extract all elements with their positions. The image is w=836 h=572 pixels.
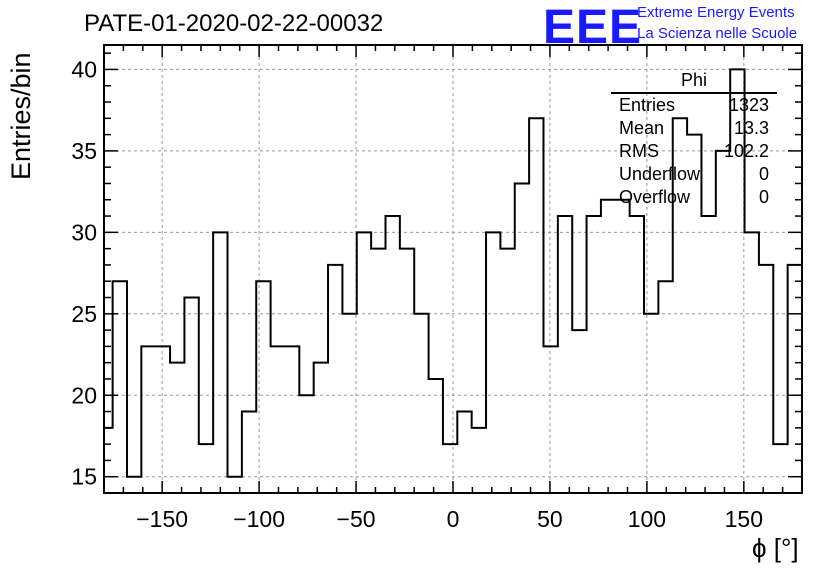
x-tick-label: 150 — [725, 506, 763, 532]
y-axis-label: Entries/bin — [6, 52, 36, 180]
x-tick-label: −100 — [233, 506, 285, 532]
brand-line-2: La Scienza nelle Scuole — [637, 25, 798, 42]
grid-lines — [104, 45, 802, 493]
stats-row: Underflow 0 — [611, 163, 777, 186]
stats-row-label: Mean — [619, 118, 665, 138]
stats-row-value: 13.3 — [733, 118, 769, 138]
x-tick-label: −150 — [136, 506, 188, 532]
histogram-outline — [104, 68, 802, 478]
stats-row-value: 0 — [758, 187, 769, 207]
y-tick-label: 20 — [71, 382, 97, 408]
y-tick-label: 40 — [71, 56, 97, 82]
stats-row-value: 0 — [758, 164, 769, 184]
stats-row: Mean 13.3 — [611, 117, 777, 140]
x-tick-label: −50 — [337, 506, 376, 532]
stats-row-value: 1323 — [728, 95, 769, 115]
stats-row-value: 102.2 — [723, 141, 769, 161]
stats-row-label: RMS — [619, 141, 659, 161]
stats-row-label: Underflow — [619, 164, 701, 184]
x-tick-label: 0 — [447, 506, 460, 532]
y-tick-label: 30 — [71, 219, 97, 245]
x-tick-label: 50 — [537, 506, 563, 532]
x-axis-label: ϕ [°] — [752, 533, 799, 563]
stats-rows: Entries 1323 Mean 13.3 RMS 102.2 Underflow 0 Ove… — [611, 94, 777, 209]
y-tick-label: 35 — [71, 138, 97, 164]
stats-row: Overflow 0 — [611, 186, 777, 209]
stats-row: Entries 1323 — [611, 94, 777, 117]
stats-box: Phi Entries 1323 Mean 13.3 RMS 102.2 Underflow… — [611, 70, 777, 209]
axis-ticks — [103, 45, 803, 493]
eee-logo: EEE — [543, 1, 643, 54]
stats-row-label: Entries — [619, 95, 676, 115]
y-tick-labels: 15 20 25 30 35 40 — [71, 56, 97, 489]
stats-box-title: Phi — [611, 70, 777, 94]
stats-row-label: Overflow — [619, 187, 691, 207]
x-tick-labels: −150 −100 −50 0 50 100 150 — [136, 506, 763, 532]
stats-row: RMS 102.2 — [611, 140, 777, 163]
x-tick-label: 100 — [628, 506, 666, 532]
y-tick-label: 25 — [71, 301, 97, 327]
brand-line-1: Extreme Energy Events — [637, 4, 795, 21]
chart-title: PATE-01-2020-02-22-00032 — [84, 10, 384, 37]
y-tick-label: 15 — [71, 464, 97, 490]
